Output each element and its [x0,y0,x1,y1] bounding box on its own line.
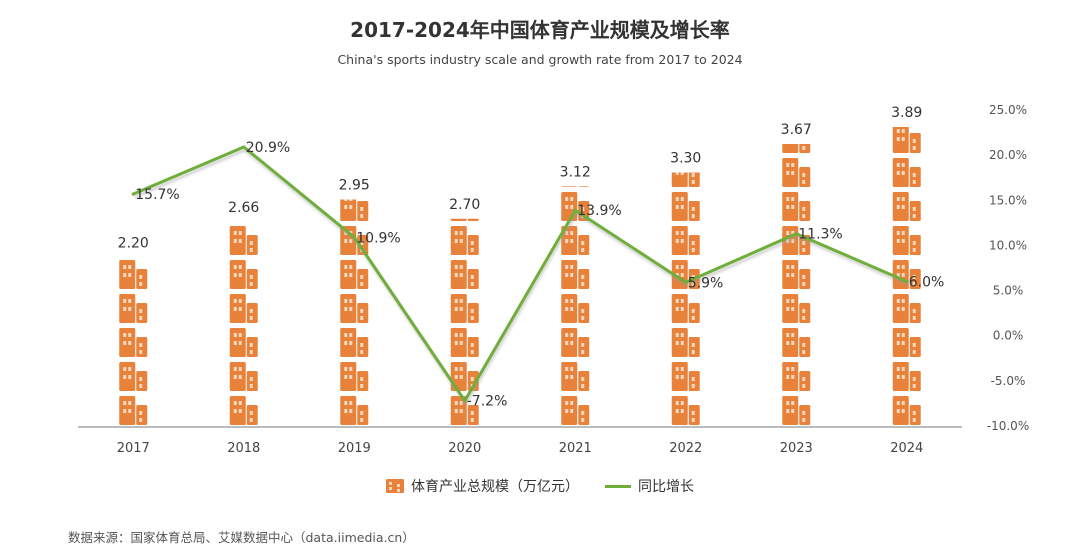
y-right-tick-label: 20.0% [989,148,1027,162]
x-tick-label-2024: 2024 [890,441,923,456]
bar-value-label-2022: 3.30 [670,151,701,167]
y-right-tick-label: -10.0% [987,419,1029,433]
bar-value-label-2019: 2.95 [339,177,370,193]
growth-point-2020 [463,399,467,403]
growth-point-2018 [242,145,246,149]
bar-2023 [782,143,811,425]
growth-point-2023 [794,232,798,236]
bar-2018 [229,226,258,425]
bar-value-label-2020: 2.70 [449,197,480,213]
bar-2019 [340,199,369,425]
bar-value-label-2018: 2.66 [228,200,259,216]
chart-title: 2017-2024年中国体育产业规模及增长率 [350,18,730,42]
bar-2022 [671,172,700,425]
growth-label-2018: 20.9% [246,140,290,156]
growth-point-2024 [905,280,909,284]
growth-point-2019 [352,235,356,239]
legend-item-growth: 同比增长 [605,476,694,496]
growth-line [131,145,909,403]
growth-label-2017: 15.7% [135,187,179,203]
growth-point-2021 [573,208,577,212]
growth-label-2021: 13.9% [577,203,621,219]
chart-subtitle: China's sports industry scale and growth… [337,52,743,67]
legend-label-growth: 同比增长 [638,479,694,495]
bar-value-label-2021: 3.12 [560,164,591,180]
y-right-tick-label: 15.0% [989,193,1027,207]
growth-point-2017 [131,192,135,196]
bar-2021 [561,186,590,425]
growth-label-2019: 10.9% [356,230,400,246]
x-tick-label-2022: 2022 [669,441,702,456]
legend-label-scale: 体育产业总规模（万亿元） [411,479,579,495]
growth-point-2022 [684,280,688,284]
x-tick-label-2018: 2018 [227,441,260,456]
data-source: 数据来源：国家体育总局、艾媒数据中心（data.iimedia.cn） [68,530,415,545]
bar-2020 [450,218,479,425]
y-right-tick-label: 10.0% [989,238,1027,252]
growth-label-2020: -7.2% [467,394,508,410]
y-right-tick-label: -5.0% [991,374,1026,388]
line-swatch-icon [605,484,631,488]
growth-label-2024: 6.0% [909,275,945,291]
growth-line-shadow [133,148,909,407]
bar-2017 [119,260,148,425]
bar-2024 [892,127,921,425]
legend: 体育产业总规模（万亿元） 同比增长 [0,476,1080,496]
growth-label-2023: 11.3% [798,227,842,243]
y-right-tick-label: 25.0% [989,103,1027,117]
x-tick-label-2023: 2023 [780,441,813,456]
building-icon [386,479,404,493]
y-right-tick-label: 0.0% [993,329,1024,343]
legend-item-scale: 体育产业总规模（万亿元） [386,476,579,496]
bar-value-label-2023: 3.67 [781,122,812,138]
y-right-tick-label: 5.0% [993,284,1024,298]
growth-label-2022: 5.9% [688,275,724,291]
bar-value-label-2017: 2.20 [118,235,149,251]
x-tick-label-2020: 2020 [448,441,481,456]
x-tick-label-2019: 2019 [338,441,371,456]
x-tick-label-2017: 2017 [117,441,150,456]
x-tick-label-2021: 2021 [559,441,592,456]
bar-value-label-2024: 3.89 [891,105,922,121]
